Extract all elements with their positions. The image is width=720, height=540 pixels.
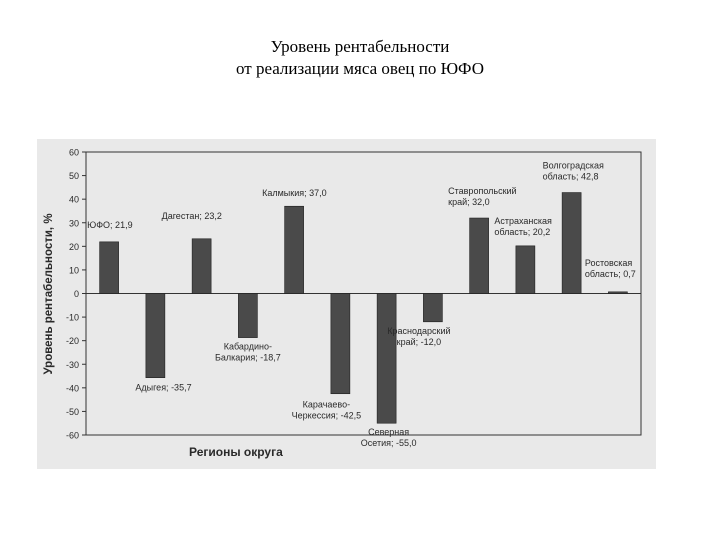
y-tick-label: -10 xyxy=(66,313,79,323)
y-tick-label: 0 xyxy=(74,289,79,299)
data-label-line: Черкессия; -42,5 xyxy=(292,411,361,421)
data-label: Ростовская область; 0,7 xyxy=(585,258,636,279)
data-label-line: Осетия; -55,0 xyxy=(361,438,417,448)
data-label: Карачаево-Черкессия; -42,5 xyxy=(292,400,361,421)
y-axis-label: Уровень рентабельности, % xyxy=(43,213,55,374)
bar xyxy=(515,245,536,294)
bar xyxy=(145,293,166,378)
y-tick-label: 50 xyxy=(69,171,79,181)
data-label-line: Краснодарский xyxy=(387,326,450,336)
bar xyxy=(423,293,443,323)
data-label-line: область; 20,2 xyxy=(494,227,550,237)
slide-title-line-1: Уровень рентабельности xyxy=(270,37,450,56)
data-label: Адыгея; -35,7 xyxy=(135,383,191,393)
slide-title: Уровень рентабельности от реализации мяс… xyxy=(0,36,720,80)
bar xyxy=(284,205,304,294)
data-label-line: Балкария; -18,7 xyxy=(215,353,281,363)
y-tick-label: -40 xyxy=(66,383,79,393)
data-label: Краснодарский край; -12,0 xyxy=(387,326,450,347)
y-tick-label: 10 xyxy=(69,265,79,275)
data-label-line: Адыгея; -35,7 xyxy=(135,383,191,393)
data-label-line: Ростовская xyxy=(585,258,632,268)
data-label: Астраханская область; 20,2 xyxy=(494,216,552,237)
data-label: Дагестан; 23,2 xyxy=(162,211,222,221)
data-label-line: Дагестан; 23,2 xyxy=(162,211,222,221)
data-label: Калмыкия; 37,0 xyxy=(262,188,327,198)
data-label: Северная Осетия; -55,0 xyxy=(361,427,417,448)
data-label-line: Карачаево- xyxy=(303,400,350,410)
bar xyxy=(99,241,119,294)
data-label-line: ЮФО; 21,9 xyxy=(87,220,132,230)
slide-title-line-2: от реализации мяса овец по ЮФО xyxy=(236,59,484,78)
bar xyxy=(561,192,582,294)
data-label-line: Астраханская xyxy=(494,216,552,226)
data-label-line: Кабардино- xyxy=(224,342,272,352)
y-tick-label: 20 xyxy=(69,242,79,252)
y-tick-label: -30 xyxy=(66,360,79,370)
bar xyxy=(469,217,489,294)
y-tick-label: -60 xyxy=(66,431,79,441)
data-label: Кабардино-Балкария; -18,7 xyxy=(215,342,281,363)
bar xyxy=(238,293,258,338)
y-tick-label: -50 xyxy=(66,407,79,417)
data-label-line: Ставропольский xyxy=(448,186,516,196)
data-label-line: область; 42,8 xyxy=(543,172,599,182)
data-label-line: край; 32,0 xyxy=(448,197,490,207)
chart-scan: 60 50 40 30 20 10 0 -10 -20 -30 -40 -50 -60 ЮФО; 21,9… xyxy=(37,139,656,469)
bar xyxy=(330,293,351,395)
bar xyxy=(191,238,212,294)
data-label: ЮФО; 21,9 xyxy=(87,220,132,230)
y-tick-label: 40 xyxy=(69,195,79,205)
data-label-line: область; 0,7 xyxy=(585,269,636,279)
data-label-line: Северная xyxy=(368,427,409,437)
y-tick-label: 60 xyxy=(69,148,79,158)
data-label: Волгоградская область; 42,8 xyxy=(543,161,604,182)
y-tick-label: 30 xyxy=(69,218,79,228)
x-axis-label: Регионы округа xyxy=(189,445,283,459)
y-tick-label: -20 xyxy=(66,336,79,346)
bar xyxy=(376,293,397,424)
data-label: Ставропольский край; 32,0 xyxy=(448,186,516,207)
bar-chart: 60 50 40 30 20 10 0 -10 -20 -30 -40 -50 -60 ЮФО; 21,9… xyxy=(43,148,642,459)
data-label-line: край; -12,0 xyxy=(397,337,442,347)
data-label-line: Калмыкия; 37,0 xyxy=(262,188,327,198)
bar xyxy=(608,291,628,294)
data-label-line: Волгоградская xyxy=(543,161,604,171)
